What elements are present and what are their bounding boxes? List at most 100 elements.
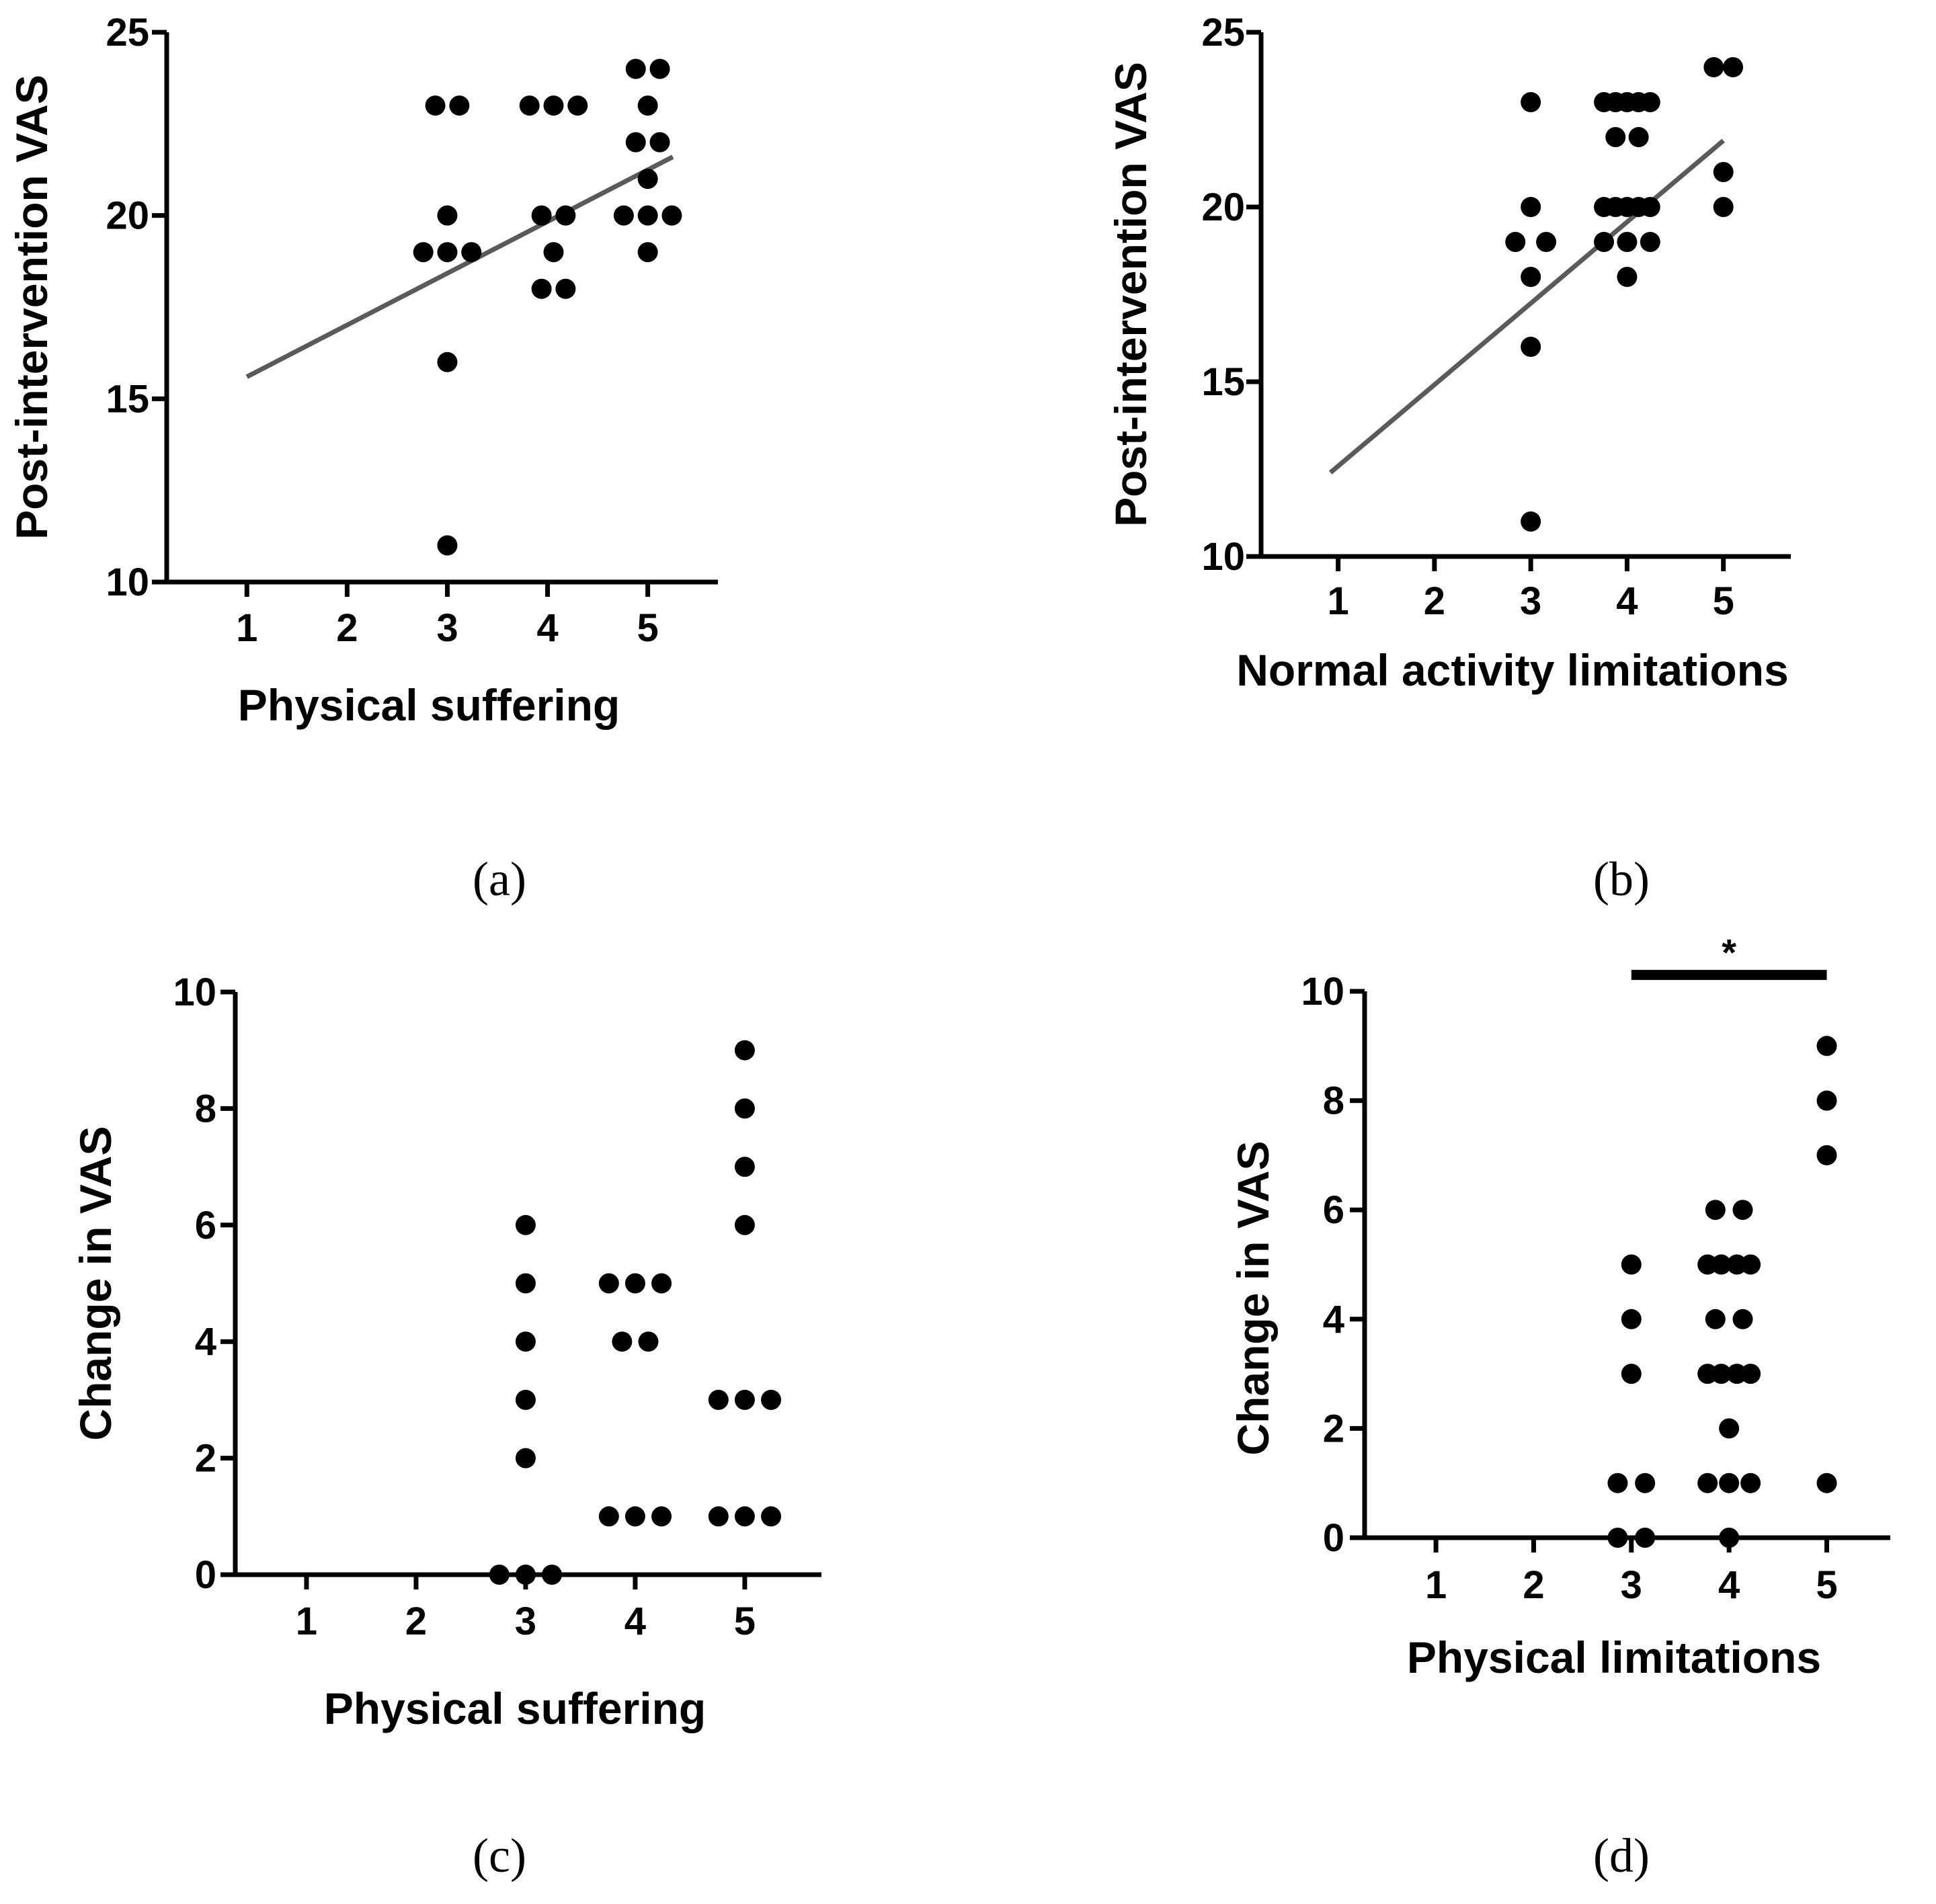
data-point <box>1723 57 1744 77</box>
y-axis-title: Post-intervention VAS <box>1106 62 1156 527</box>
data-point <box>1521 197 1541 217</box>
data-point <box>1617 232 1638 252</box>
data-point <box>1697 1473 1718 1493</box>
y-axis-title: Change in VAS <box>1228 1141 1278 1455</box>
y-axis-title: Post-intervention VAS <box>7 75 56 540</box>
y-tick-label: 10 <box>173 970 216 1014</box>
data-point <box>1635 1473 1656 1493</box>
data-point <box>1505 232 1526 252</box>
x-tick-label: 2 <box>405 1600 427 1643</box>
data-point <box>734 1214 755 1235</box>
y-axis-title: Change in VAS <box>71 1126 120 1440</box>
y-tick-label: 10 <box>1201 535 1245 579</box>
data-point <box>1719 1528 1740 1548</box>
panel-a: 10 15 20 25 1 2 3 4 5 Physical suffering Post-inte… <box>7 11 718 906</box>
data-point <box>425 95 446 116</box>
y-tick-label: 25 <box>106 11 149 54</box>
data-point <box>649 132 670 153</box>
data-point <box>1640 232 1660 252</box>
y-tick-label: 20 <box>106 194 149 238</box>
data-point <box>649 58 670 79</box>
y-tick-label: 0 <box>1323 1516 1344 1560</box>
data-point <box>437 205 458 226</box>
data-point <box>1816 1036 1837 1057</box>
data-point <box>1816 1473 1837 1493</box>
x-tick-label: 4 <box>624 1600 646 1643</box>
data-point <box>437 351 458 372</box>
x-tick-label: 3 <box>1621 1563 1642 1607</box>
data-point <box>1640 197 1660 217</box>
regression-line <box>245 155 674 379</box>
data-point <box>1711 1364 1732 1384</box>
data-point <box>1594 232 1615 252</box>
data-point <box>515 1448 536 1468</box>
data-point <box>1705 1200 1726 1220</box>
x-tick-label: 5 <box>1816 1563 1837 1607</box>
data-point <box>1719 1473 1740 1493</box>
data-point <box>1732 1309 1753 1329</box>
data-point <box>519 95 540 116</box>
data-point <box>1732 1200 1753 1220</box>
x-tick-label: 3 <box>436 606 458 650</box>
data-point <box>437 242 458 263</box>
data-point <box>1713 162 1734 182</box>
panel-label: (d) <box>1593 1829 1650 1882</box>
y-tick-label: 2 <box>195 1437 216 1481</box>
x-tick-label: 3 <box>515 1600 536 1643</box>
data-point <box>661 205 682 226</box>
data-point <box>761 1389 782 1410</box>
x-axis-title: Physical suffering <box>238 680 620 730</box>
x-tick-label: 1 <box>1327 579 1348 623</box>
y-tick-label: 15 <box>1201 360 1245 404</box>
x-tick-label: 1 <box>236 606 257 650</box>
data-point <box>449 95 470 116</box>
data-point <box>1635 1528 1656 1548</box>
data-point <box>1536 232 1557 252</box>
x-tick-label: 4 <box>1718 1563 1740 1607</box>
y-tick-label: 4 <box>1323 1298 1344 1341</box>
data-point <box>1605 127 1626 147</box>
data-point <box>1628 127 1649 147</box>
y-tick-label: 10 <box>106 561 149 604</box>
data-point <box>1521 92 1541 112</box>
data-point <box>1703 57 1724 77</box>
data-point <box>461 242 482 263</box>
data-point <box>1621 1364 1642 1384</box>
x-tick-label: 2 <box>336 606 358 650</box>
y-tick-label: 15 <box>106 377 149 421</box>
data-point <box>637 169 658 190</box>
x-tick-label: 5 <box>637 606 659 650</box>
y-tick-label: 25 <box>1201 11 1245 54</box>
data-point <box>1607 1528 1628 1548</box>
y-tick-label: 6 <box>195 1204 216 1247</box>
x-tick-label: 4 <box>536 606 558 650</box>
data-point <box>612 1331 633 1352</box>
data-point <box>1816 1090 1837 1111</box>
data-point <box>1521 337 1541 357</box>
data-point <box>708 1506 729 1527</box>
data-point <box>555 205 576 226</box>
data-point <box>1719 1418 1740 1439</box>
data-point <box>567 95 588 116</box>
x-tick-label: 5 <box>1713 579 1734 623</box>
data-point <box>1621 1309 1642 1329</box>
data-point <box>542 1565 563 1585</box>
data-point <box>543 95 564 116</box>
data-point <box>515 1214 536 1235</box>
x-axis-title: Physical suffering <box>324 1684 707 1733</box>
data-point <box>515 1273 536 1294</box>
y-tick-label: 20 <box>1201 185 1245 229</box>
data-point <box>708 1389 729 1410</box>
data-point <box>613 205 634 226</box>
data-point <box>1640 92 1660 112</box>
data-point <box>1521 267 1541 287</box>
data-point <box>489 1565 510 1585</box>
data-point <box>515 1389 536 1410</box>
data-point <box>598 1273 619 1294</box>
data-point <box>637 95 658 116</box>
panel-label: (b) <box>1593 852 1650 906</box>
y-tick-label: 2 <box>1323 1407 1344 1450</box>
data-point <box>1607 1473 1628 1493</box>
